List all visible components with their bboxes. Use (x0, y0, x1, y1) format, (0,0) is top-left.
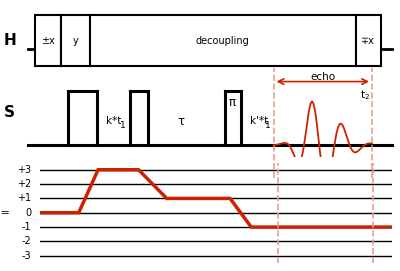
Text: ±x: ±x (41, 36, 55, 46)
Text: k*t: k*t (106, 117, 121, 126)
Text: H: H (4, 33, 16, 48)
Bar (35, 15, 61, 66)
Text: -2: -2 (22, 236, 31, 246)
Text: +3: +3 (17, 165, 31, 175)
Bar (356, 15, 381, 66)
Bar (61, 15, 90, 66)
Text: echo: echo (310, 72, 336, 82)
Bar (90, 15, 356, 66)
Text: -1: -1 (22, 222, 31, 232)
Text: S: S (4, 105, 15, 120)
Text: k'*t: k'*t (250, 117, 268, 126)
Text: ∓x: ∓x (362, 36, 375, 46)
Text: decoupling: decoupling (196, 36, 250, 46)
Text: -3: -3 (22, 251, 31, 261)
Text: τ: τ (177, 115, 184, 128)
Text: +1: +1 (17, 193, 31, 204)
Text: 1: 1 (120, 121, 126, 130)
Text: π: π (228, 96, 235, 109)
Text: 0: 0 (25, 208, 31, 218)
Text: y: y (72, 36, 78, 46)
Text: 1: 1 (265, 121, 271, 130)
Text: p =: p = (0, 208, 10, 218)
Text: t$_2$: t$_2$ (360, 89, 370, 102)
Text: +2: +2 (17, 179, 31, 189)
